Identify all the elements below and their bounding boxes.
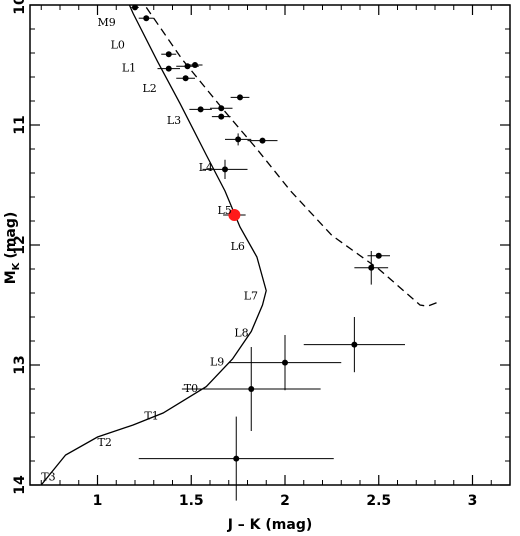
y-axis-title-unit: (mag): [3, 212, 19, 259]
data-point: [192, 62, 198, 68]
y-tick-label: 11: [12, 115, 28, 134]
x-tick-label: 2.5: [366, 493, 391, 509]
spectral-type-label: T2: [98, 436, 112, 449]
data-point: [235, 136, 242, 143]
axis-ticks: 1 1.5 2 2.5 3 10 11 12 13 14: [12, 0, 510, 509]
spectral-type-label: M9: [98, 16, 116, 29]
data-point: [165, 65, 172, 72]
y-tick-label: 10: [12, 0, 28, 15]
x-tick-label: 3: [468, 493, 478, 509]
data-point: [368, 264, 375, 271]
data-point: [237, 94, 243, 101]
spectral-type-label: T3: [41, 471, 55, 484]
x-axis-title: J – K (mag): [227, 517, 313, 533]
spectral-type-label: L2: [143, 82, 157, 95]
data-point: [233, 455, 240, 462]
spectral-type-label: L4: [199, 161, 213, 174]
y-tick-label: 13: [12, 355, 28, 374]
data-point: [351, 341, 358, 348]
spectral-type-label: L7: [244, 289, 258, 302]
solid-sequence-curve: [40, 5, 267, 485]
spectral-type-label: L8: [234, 327, 248, 340]
data-point: [259, 137, 266, 144]
y-axis-title-main: M: [3, 270, 19, 284]
dashed-sequence-curve: [145, 7, 438, 307]
chart-marks: [40, 4, 438, 501]
spectral-type-label: L9: [210, 355, 224, 368]
data-point: [248, 386, 255, 392]
x-tick-label: 1: [93, 493, 103, 509]
plot-frame: [29, 4, 511, 486]
y-tick-label: 14: [12, 475, 28, 495]
spectral-type-label: L5: [218, 204, 232, 217]
x-tick-label: 2: [280, 493, 290, 509]
data-point: [375, 252, 382, 259]
data-point: [182, 75, 189, 82]
spectral-type-label: T1: [144, 409, 158, 422]
data-point: [282, 359, 288, 366]
data-point: [218, 105, 225, 112]
data-point: [197, 106, 204, 113]
spectral-type-label: L1: [122, 61, 136, 74]
spectral-type-label: L6: [231, 240, 245, 253]
x-tick-label: 1.5: [179, 493, 204, 509]
y-axis-title: MK (mag): [3, 212, 22, 285]
spectral-type-label: L0: [111, 39, 125, 52]
data-point: [132, 4, 138, 11]
highlighted-point: [228, 209, 241, 221]
data-point: [218, 113, 225, 120]
svg-text:MK(mag): MK (mag): [3, 212, 22, 285]
data-point: [222, 166, 228, 173]
data-point: [143, 15, 150, 22]
spectral-type-label: T0: [184, 382, 198, 395]
data-point: [165, 51, 172, 58]
data-point: [184, 63, 191, 70]
y-axis-title-sub: K: [11, 261, 22, 270]
sequence-labels: M9 L0 L1 L2 L3 L4 L5 L6 L7 L8 L9 T0 T1 T2 T3: [41, 16, 258, 484]
spectral-type-label: L3: [167, 114, 181, 127]
y-tick-label: 12: [12, 235, 28, 254]
